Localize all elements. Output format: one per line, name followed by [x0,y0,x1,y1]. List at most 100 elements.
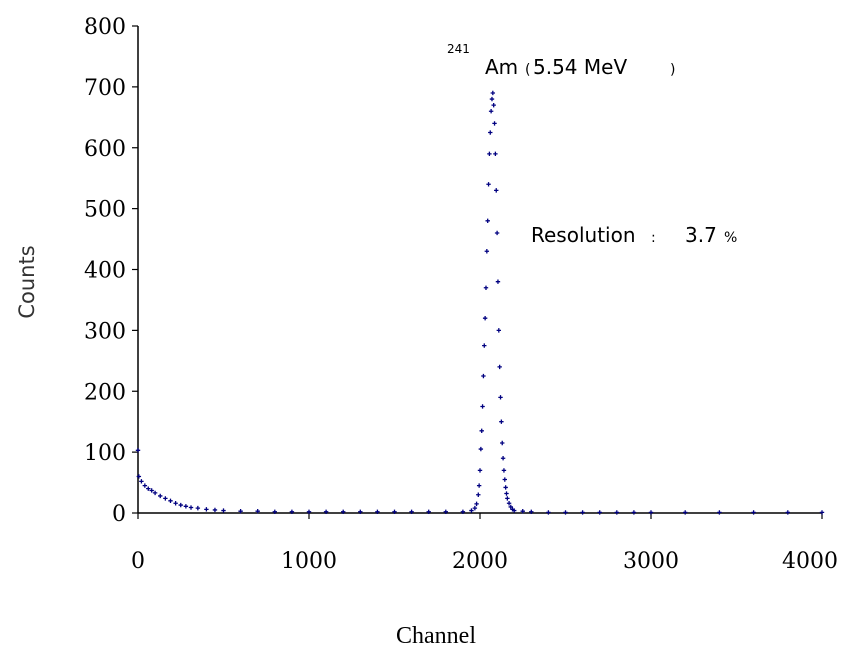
data-point [497,364,502,370]
data-point [486,182,491,187]
resolution-unit: % [724,230,737,246]
data-point [503,485,508,490]
data-point [460,509,466,514]
data-point [173,501,178,506]
data-point [178,502,183,508]
data-point [238,508,243,514]
data-point [481,373,486,379]
data-point [135,448,141,453]
data-point [204,507,209,512]
energy-close-paren: ) [670,62,675,78]
data-point [472,505,478,511]
data-point [493,151,498,157]
data-point [506,501,512,506]
data-point [496,328,502,333]
resolution-colon: : [651,230,656,246]
x-tick-label: 0 [131,549,145,574]
energy-open-paren: ( [525,62,530,78]
data-point [392,509,397,514]
y-tick-label: 800 [84,15,126,40]
data-point [476,483,482,488]
data-point [529,509,534,514]
data-point [469,508,474,513]
data-point [512,508,517,513]
data-point [751,510,756,515]
y-tick-labels: 0 100 200 300 400 500 600 700 800 [84,15,126,527]
data-point [500,440,505,446]
data-point [188,505,194,510]
data-point [255,508,260,514]
data-point [168,498,173,504]
data-point [212,507,218,513]
data-point [482,343,487,348]
resolution-value: 3.7 [685,223,717,247]
data-point [289,509,295,514]
data-point [158,493,163,499]
data-point [163,496,168,501]
data-point [492,121,497,126]
data-point [546,510,551,515]
data-point [563,510,568,515]
data-point [484,249,490,254]
data-point [136,474,142,479]
data-point [341,509,346,514]
data-point [487,151,492,157]
isotope-mass-number: 241 [447,42,470,56]
peak-energy: 5.54 MeV [533,55,627,79]
y-tick-label: 500 [84,198,126,223]
data-point [489,96,495,102]
data-point [323,509,329,514]
data-point [597,510,602,515]
data-point [479,428,484,434]
data-point [477,468,483,473]
y-tick-label: 400 [84,259,126,284]
x-tick-label: 1000 [281,549,337,574]
x-tick-label: 3000 [623,549,679,574]
data-point [482,316,488,321]
y-axis-label: Counts [15,245,39,318]
data-point [499,419,504,424]
data-point [717,510,722,515]
data-point [494,230,500,236]
data-point [306,509,312,514]
y-tick-label: 0 [112,502,126,527]
peak-annotation: 241 Am ( 5.54 MeV ) [447,42,675,79]
data-point [483,285,489,290]
x-axis-label: Channel [396,623,476,648]
data-point [221,508,226,513]
data-point [142,483,148,488]
data-point [508,504,513,510]
data-point [683,510,688,515]
data-point [272,509,277,514]
data-point [631,510,637,515]
data-point [183,504,189,509]
y-tick-label: 100 [84,441,126,466]
data-point [785,510,790,515]
data-point [476,492,481,497]
data-points [135,90,825,515]
data-point [494,188,499,193]
data-point [149,488,154,493]
data-point [501,468,507,473]
data-point [485,218,490,223]
x-tick-label: 4000 [782,549,838,574]
data-point [474,501,479,507]
data-point [580,510,585,515]
y-tick-label: 200 [84,380,126,405]
axes [132,25,823,519]
data-point [491,102,496,108]
data-point [478,446,484,452]
data-point [139,479,144,484]
data-point [614,510,619,515]
isotope-symbol: Am [485,55,518,79]
data-point [426,509,431,514]
data-point [480,404,485,409]
data-point [648,510,654,515]
data-point [409,509,414,514]
data-point [488,109,494,114]
resolution-annotation: Resolution : 3.7 % [531,223,737,247]
data-point [504,491,509,496]
data-point [520,508,525,514]
data-point [490,90,496,96]
